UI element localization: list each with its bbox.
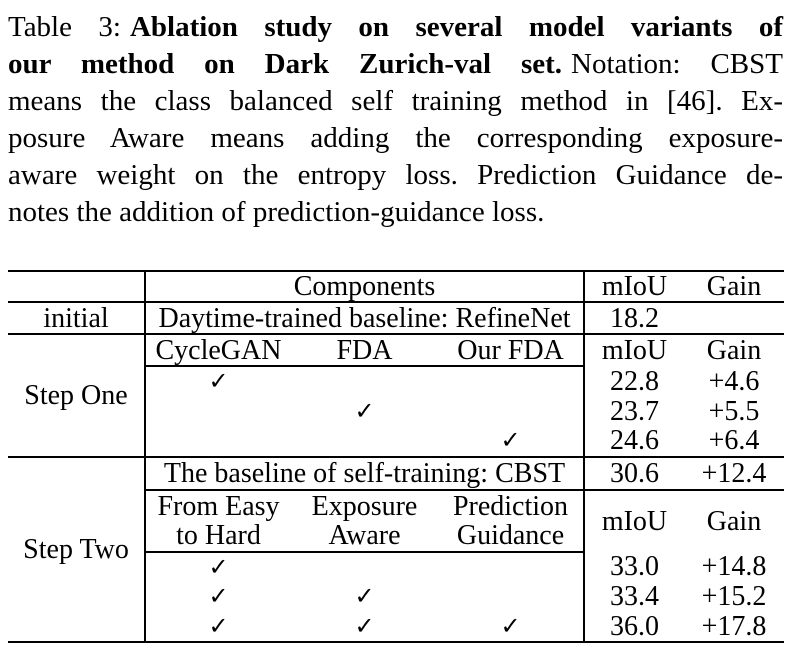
miou-value: 33.4 [610, 581, 659, 612]
initial-baseline-description: Daytime-trained baseline: RefineNet [145, 302, 585, 336]
subheader-our-fda: Our FDA [438, 334, 585, 368]
step-one-miou-header: mIoU [601, 335, 668, 367]
check-fda [291, 426, 438, 458]
cbst-gain-value: +12.4 [684, 456, 784, 491]
subheader-cyclegan: CycleGAN [145, 334, 291, 368]
caption-notation-start: Notation: CBST [571, 48, 783, 80]
subheader-from-easy-to-hard: From Easy to Hard [145, 489, 291, 553]
subheader-line: Prediction [452, 490, 569, 522]
caption-line-5: aware weight on the entropy loss. Predic… [8, 159, 783, 191]
initial-gain-value [684, 302, 784, 336]
subheader-fda: FDA [291, 334, 438, 368]
check-exposure-aware: ✓ [354, 582, 375, 611]
step-two-row-3: ✓ ✓ ✓ 36.0 +17.8 [8, 611, 784, 644]
check-our-fda: ✓ [438, 426, 585, 458]
step-two-row-1: ✓ 33.0 +14.8 [8, 551, 784, 582]
check-fda: ✓ [354, 396, 375, 425]
caption-title-bold: Ablation study on several model variants… [129, 11, 783, 43]
step-two-subheader-row: From Easy to Hard Exposure Aware Predict… [8, 489, 784, 553]
subheader-line: to Hard [176, 519, 261, 551]
step-one-subheader-row: Step One CycleGAN FDA Our FDA mIoU Gain [8, 334, 784, 458]
row-label-step-one: Step One [8, 334, 146, 458]
step-one-row-3: ✓ 24.6 +6.4 [8, 426, 784, 458]
gain-value: +4.6 [708, 366, 760, 397]
check-prediction-guidance [438, 581, 585, 612]
subheader-line: Guidance [456, 519, 565, 551]
caption-title-bold-cont: our method on Dark Zurich-val set. [8, 48, 563, 80]
step-two-miou-header: mIoU [601, 505, 668, 537]
row-label-initial: initial [8, 302, 146, 336]
check-prediction-guidance: ✓ [438, 611, 585, 644]
ablation-table: Components mIoU Gain initial Daytime-tra… [8, 269, 784, 644]
step-one-row-1: ✓ 22.8 +4.6 [8, 366, 784, 397]
check-from-easy-to-hard: ✓ [208, 582, 229, 611]
cbst-baseline-description: The baseline of self-training: CBST [145, 456, 585, 491]
gain-value: +5.5 [708, 396, 760, 427]
check-cyclegan [145, 396, 291, 426]
caption-line-4: posure Aware means adding the correspond… [8, 122, 783, 154]
row-label-step-two: Step Two [8, 456, 146, 644]
step-one-gain-header: Gain [706, 335, 762, 367]
gain-value: +15.2 [701, 581, 767, 612]
gain-value: +17.8 [684, 611, 784, 644]
initial-miou-value: 18.2 [584, 302, 684, 336]
subheader-line: Aware [328, 519, 401, 551]
check-cyclegan [145, 426, 291, 458]
check-exposure-aware: ✓ [291, 611, 438, 644]
check-cyclegan: ✓ [208, 367, 229, 396]
subheader-prediction-guidance: Prediction Guidance [438, 489, 585, 553]
caption-line-1: Table 3: Ablation study on several model … [8, 9, 783, 46]
check-our-fda [438, 396, 585, 427]
subheader-line: From Easy [157, 490, 280, 522]
check-our-fda [438, 366, 585, 397]
miou-value: 36.0 [584, 611, 684, 644]
cbst-miou-value: 30.6 [584, 456, 684, 491]
check-from-easy-to-hard: ✓ [208, 552, 229, 581]
gain-value: +6.4 [684, 426, 784, 458]
caption-table-number: Table 3: [8, 11, 121, 43]
step-two-gain-header: Gain [706, 505, 762, 537]
check-from-easy-to-hard: ✓ [145, 611, 291, 644]
subheader-exposure-aware: Exposure Aware [291, 489, 438, 553]
table-caption: Table 3: Ablation study on several model … [8, 9, 783, 231]
caption-line-3: means the class balanced self training m… [8, 85, 783, 117]
check-prediction-guidance [438, 551, 585, 582]
miou-value: 24.6 [584, 426, 684, 458]
step-one-row-2: ✓ 23.7 +5.5 [8, 396, 784, 427]
header-cell-miou: mIoU [584, 269, 684, 304]
gain-value: +14.8 [701, 551, 767, 582]
step-two-row-2: ✓ ✓ 33.4 +15.2 [8, 581, 784, 612]
caption-line-2: our method on Dark Zurich-val set. Notati… [8, 46, 783, 83]
miou-value: 23.7 [610, 396, 659, 427]
initial-row: initial Daytime-trained baseline: Refine… [8, 302, 784, 336]
check-fda [291, 366, 438, 396]
header-cell-gain: Gain [684, 269, 784, 304]
step-two-baseline-row: Step Two The baseline of self-training: … [8, 456, 784, 644]
miou-value: 22.8 [610, 366, 659, 397]
header-cell-components: Components [145, 269, 585, 304]
subheader-line: Exposure [311, 490, 418, 522]
header-cell-empty [8, 269, 146, 304]
miou-value: 33.0 [610, 551, 659, 582]
header-row: Components mIoU Gain [8, 269, 784, 304]
caption-line-6: notes the addition of prediction-guidanc… [8, 196, 545, 228]
check-exposure-aware [291, 552, 438, 582]
